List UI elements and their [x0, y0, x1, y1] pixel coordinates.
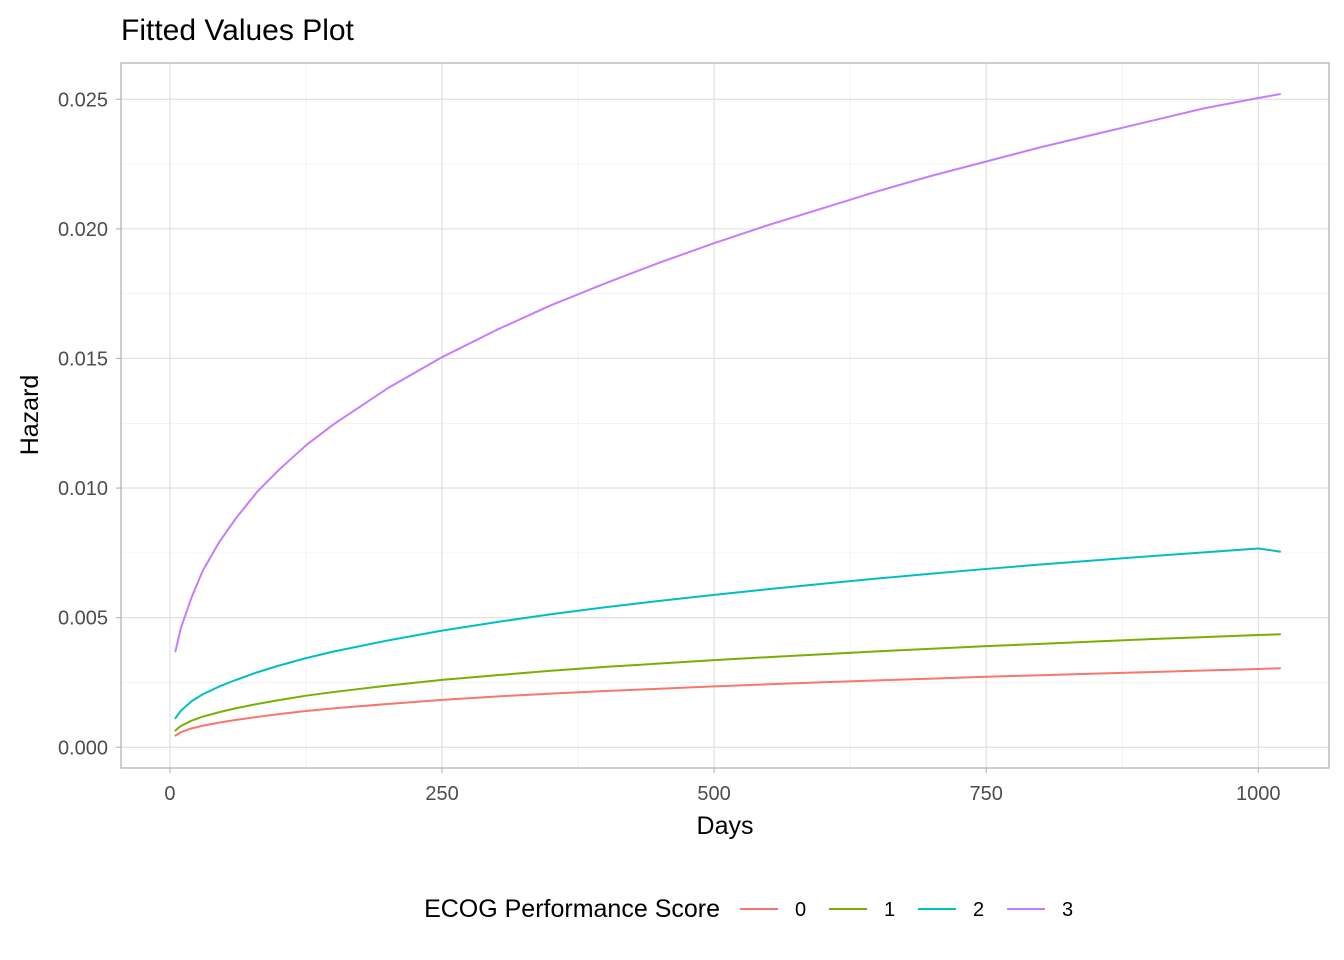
major-gridlines: [121, 63, 1329, 768]
plot-panel: [120, 62, 1330, 769]
y-tick-label: 0.010: [58, 478, 108, 500]
y-tick-label: 0.015: [58, 348, 108, 370]
chart-title: Fitted Values Plot: [121, 14, 355, 47]
series-line-0: [174, 667, 1282, 737]
legend-label-0: 0: [795, 899, 806, 921]
y-tick-label: 0.005: [58, 608, 108, 630]
legend-label-1: 1: [884, 899, 895, 921]
x-tick-label: 500: [697, 783, 730, 805]
y-tick-label: 0.000: [58, 737, 108, 759]
x-tick-label: 250: [425, 783, 458, 805]
series-line-1: [174, 633, 1282, 732]
x-tick-label: 750: [970, 783, 1003, 805]
y-tick-label: 0.025: [58, 89, 108, 111]
legend-label-3: 3: [1062, 899, 1073, 921]
x-axis: 0 250 500 750 1000: [164, 768, 1281, 805]
series-lines: [174, 93, 1282, 737]
legend-label-2: 2: [973, 899, 984, 921]
series-line-2: [174, 547, 1282, 720]
x-axis-title: Days: [697, 812, 754, 840]
y-axis-title: Hazard: [16, 375, 44, 456]
y-tick-label: 0.020: [58, 219, 108, 241]
series-line-3: [174, 93, 1282, 653]
legend-title: ECOG Performance Score: [424, 895, 720, 923]
x-tick-label: 1000: [1236, 783, 1281, 805]
minor-gridlines: [121, 63, 1329, 768]
legend: ECOG Performance Score 0 1 2 3: [424, 895, 1073, 923]
y-axis: 0.000 0.005 0.010 0.015 0.020 0.025: [58, 89, 121, 759]
x-tick-label: 0: [164, 783, 175, 805]
